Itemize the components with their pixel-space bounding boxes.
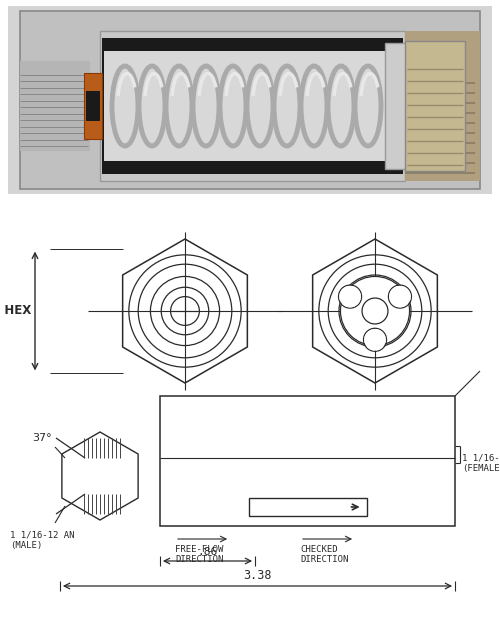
Bar <box>86 91 100 121</box>
Bar <box>8 6 492 194</box>
Bar <box>385 43 410 169</box>
Polygon shape <box>62 432 138 520</box>
Polygon shape <box>122 239 248 383</box>
Polygon shape <box>312 239 438 383</box>
Bar <box>100 31 405 181</box>
Text: 1.25  HEX: 1.25 HEX <box>0 304 31 317</box>
Bar <box>84 73 102 139</box>
Circle shape <box>364 329 386 351</box>
Polygon shape <box>20 61 90 151</box>
Text: CHECKED
DIRECTION: CHECKED DIRECTION <box>300 545 348 564</box>
Bar <box>84 73 102 139</box>
Circle shape <box>340 276 409 345</box>
Text: 1 1/16-12 SAE
(FEMALE): 1 1/16-12 SAE (FEMALE) <box>462 453 500 472</box>
Text: .86: .86 <box>198 547 218 557</box>
Text: JASC  ØR293   USA: JASC ØR293 USA <box>262 443 353 452</box>
Bar <box>405 31 480 181</box>
Text: G.E.ⁿDWG.ⁿXXXXXXXXXXXX  REV.  X: G.E.ⁿDWG.ⁿXXXXXXXXXXXX REV. X <box>224 474 391 483</box>
Text: LIQUID FUEL: LIQUID FUEL <box>267 502 332 512</box>
Text: MAX.  OPERATING PRESSURE  1225  PSIG: MAX. OPERATING PRESSURE 1225 PSIG <box>218 430 398 439</box>
Bar <box>20 11 480 189</box>
Text: 37°: 37° <box>32 433 52 443</box>
Bar <box>104 51 401 161</box>
FancyBboxPatch shape <box>248 498 366 516</box>
Text: WWW.JASC-CONTROLS.COM: WWW.JASC-CONTROLS.COM <box>251 456 364 465</box>
Text: CHECK  VALVE: CHECK VALVE <box>270 404 345 414</box>
Circle shape <box>340 286 361 308</box>
Text: S/N  XXXX: S/N XXXX <box>284 462 332 470</box>
Bar <box>405 41 465 171</box>
Circle shape <box>389 286 410 308</box>
Text: 1 1/16-12 AN
(MALE): 1 1/16-12 AN (MALE) <box>10 531 74 551</box>
Text: 3.38: 3.38 <box>243 569 272 582</box>
Text: P/N  XXXXXX-X   REV____: P/N XXXXXX-X REV____ <box>246 417 370 426</box>
Bar <box>102 38 403 174</box>
Bar <box>160 396 455 526</box>
Text: FREE-FLOW
DIRECTION: FREE-FLOW DIRECTION <box>175 545 224 564</box>
